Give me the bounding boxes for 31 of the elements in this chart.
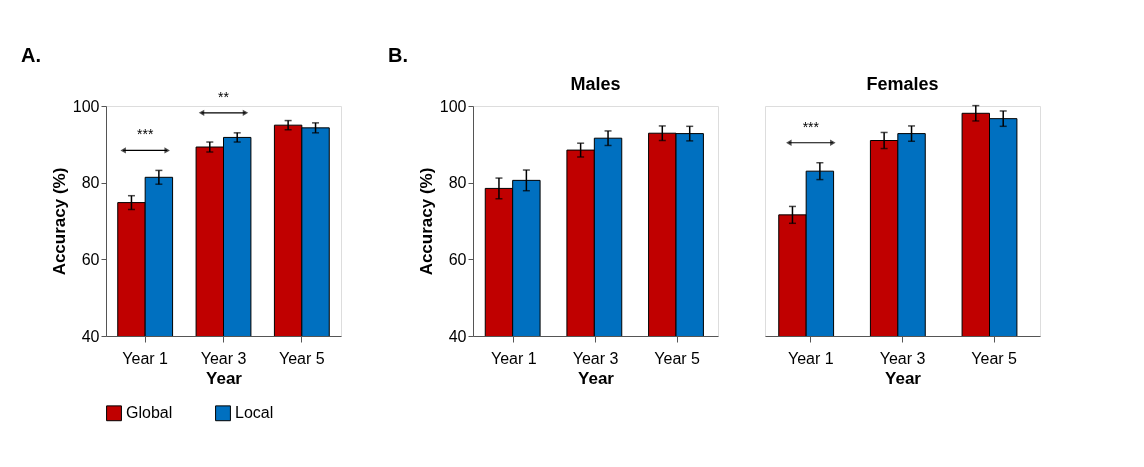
y-tick-label: 80	[448, 174, 467, 192]
x-tick-label: Year 1	[491, 349, 537, 367]
text: **	[218, 88, 230, 105]
annotation: ***	[136, 126, 154, 143]
annotation: ***	[802, 118, 820, 135]
legend-label: Global	[126, 404, 173, 422]
chart-title: Females	[866, 74, 939, 94]
text: A.	[21, 44, 41, 66]
y-tick-label: 40	[81, 327, 100, 345]
y-axis-title: Accuracy (%)	[49, 167, 69, 276]
text: B.	[388, 44, 408, 66]
x-tick-label: Year 3	[200, 349, 247, 367]
x-tick-label: Year 5	[654, 349, 701, 367]
x-axis-title: Year	[885, 368, 922, 388]
y-axis-title: Accuracy (%)	[416, 167, 436, 276]
x-tick-label: Year 5	[279, 349, 325, 367]
x-tick-label: Year 1	[788, 349, 834, 367]
y-tick-label: 100	[439, 97, 467, 115]
x-axis-title: Year	[206, 368, 243, 388]
y-tick-label: 100	[72, 97, 100, 115]
y-tick-label: 60	[81, 250, 100, 268]
x-tick-label: Year 1	[122, 349, 169, 367]
x-axis-title: Year	[578, 368, 615, 388]
y-tick-label: 40	[448, 327, 467, 345]
chart-title: Males	[570, 74, 621, 94]
x-tick-label: Year 5	[971, 349, 1018, 367]
x-tick-label: Year 3	[879, 349, 926, 367]
legend-label: Local	[235, 404, 274, 422]
y-tick-label: 80	[81, 174, 100, 192]
x-tick-label: Year 3	[572, 349, 619, 367]
y-tick-label: 60	[448, 250, 467, 268]
